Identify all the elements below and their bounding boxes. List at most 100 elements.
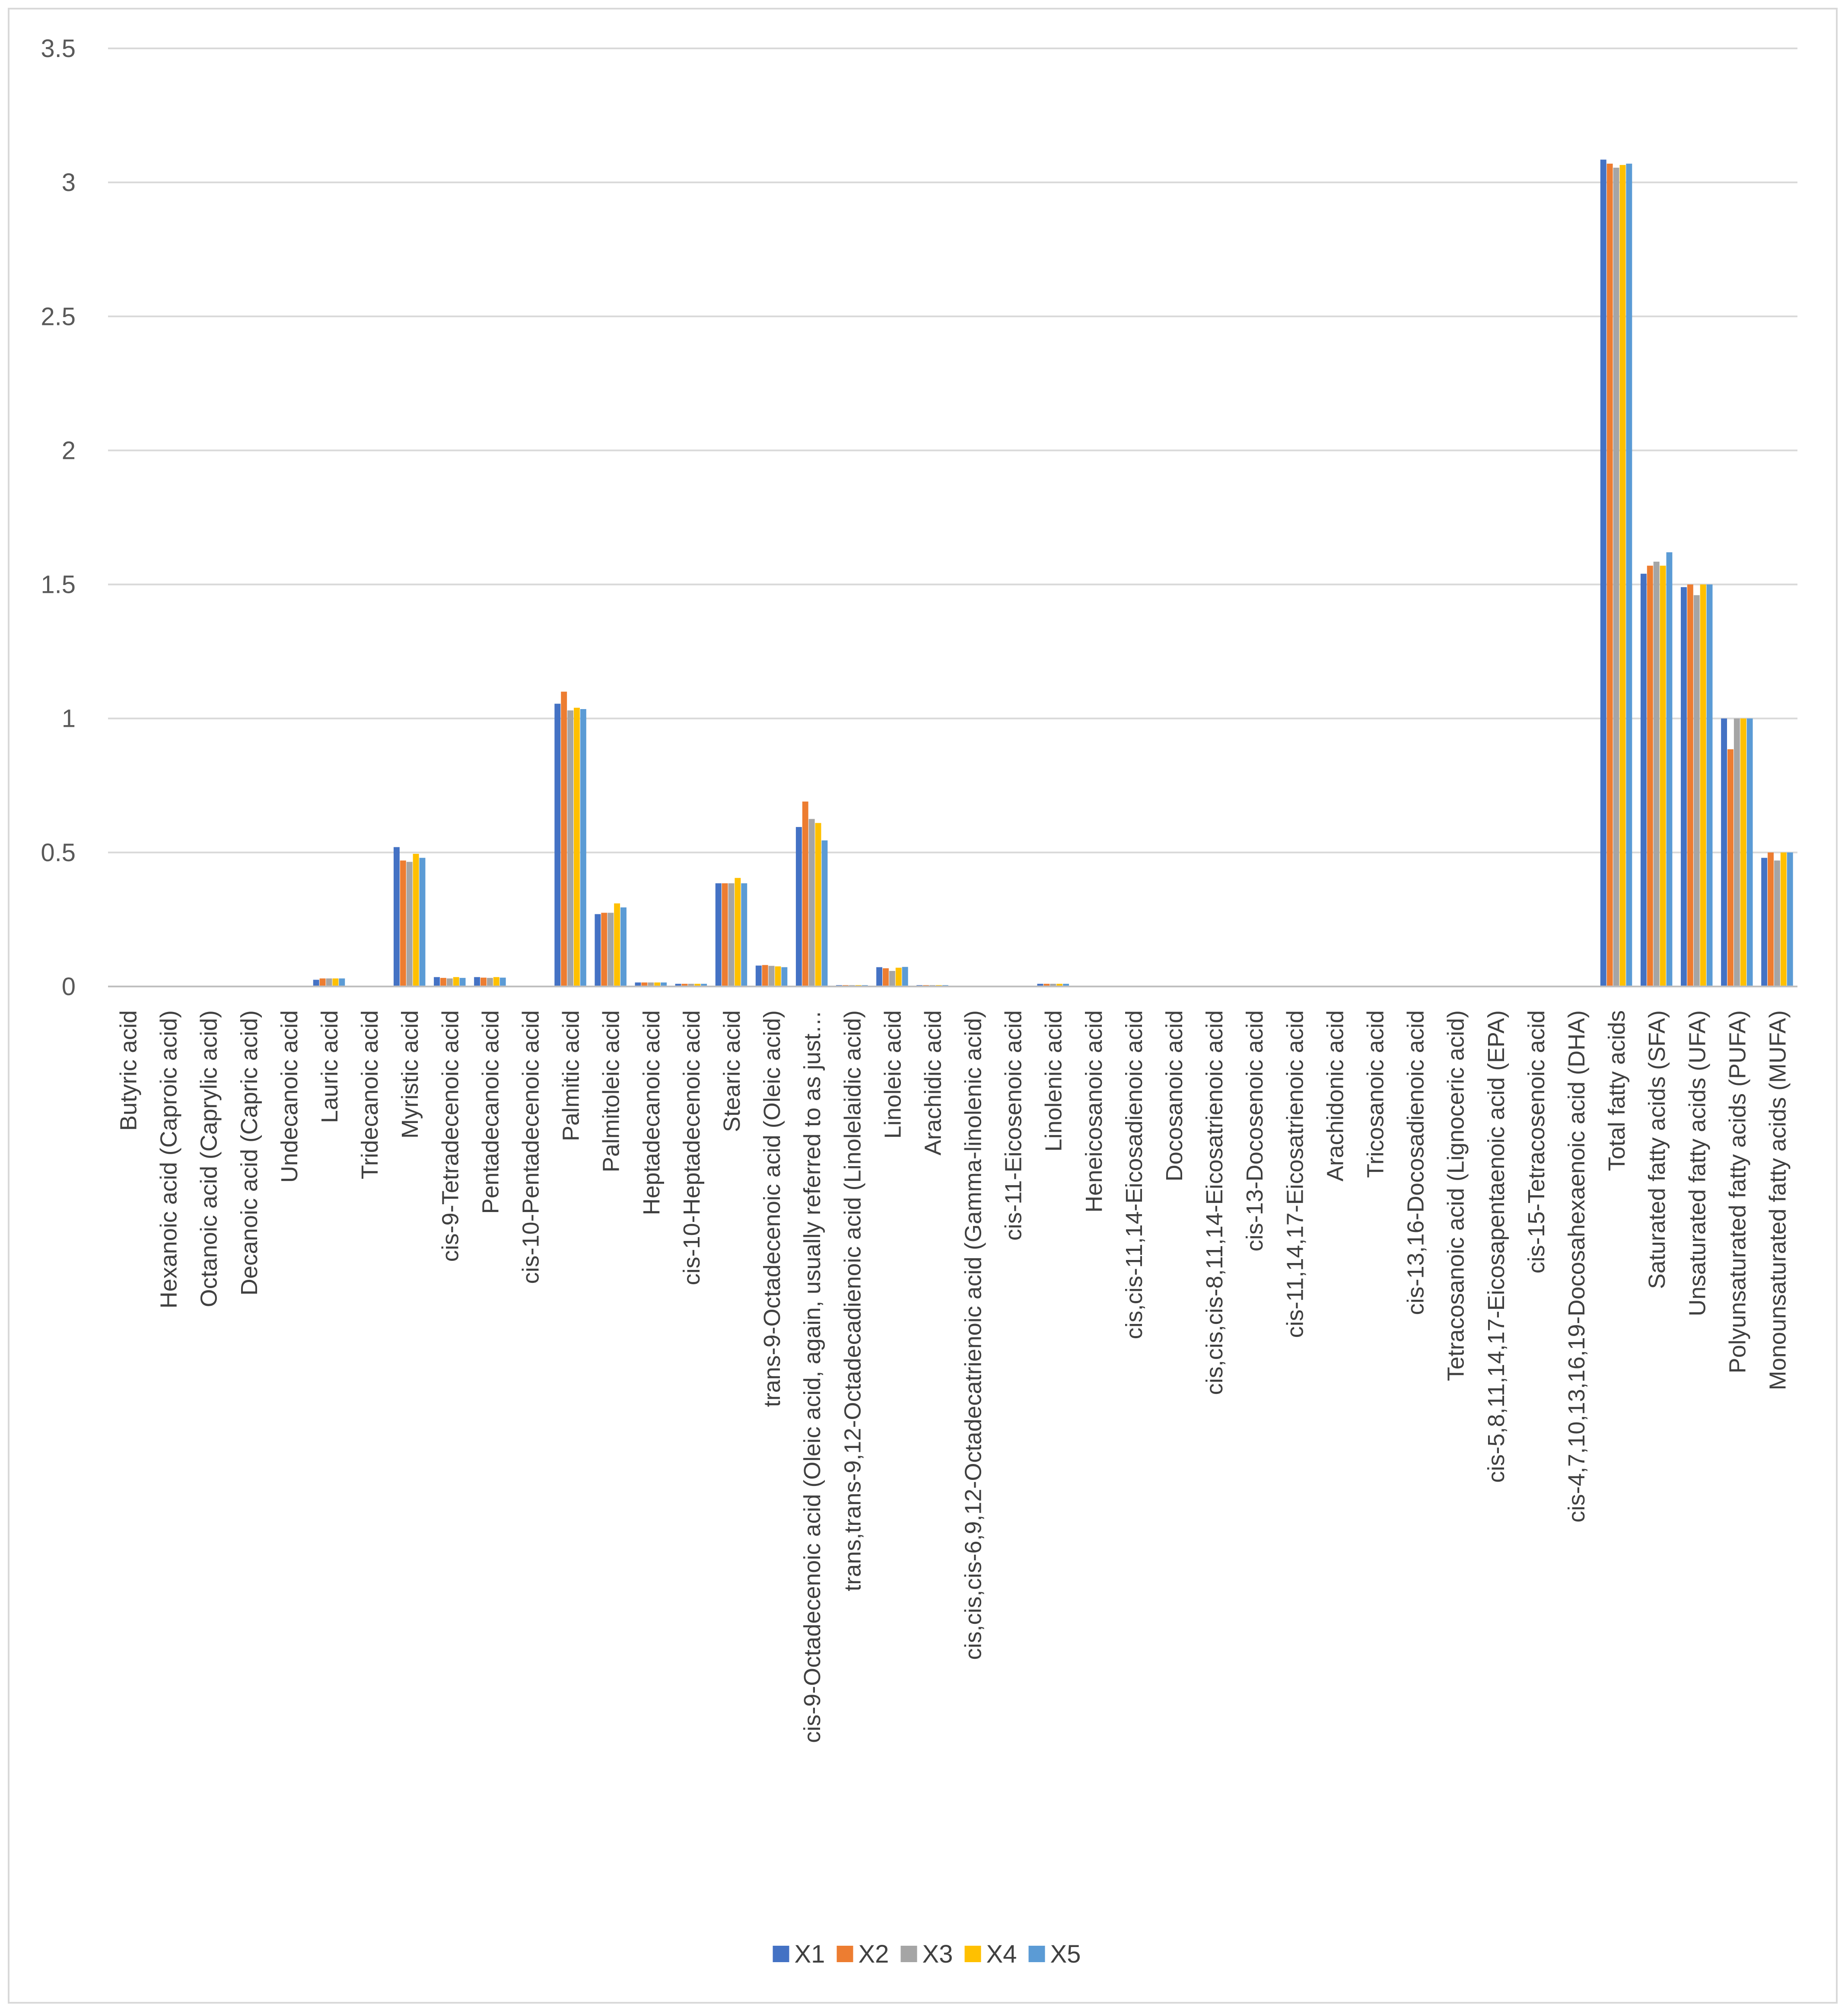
x-tick-label: cis,cis-11,14-Eicosadienoic acid <box>1121 1010 1147 1339</box>
x-tick-label: cis-10-Pentadecenoic acid <box>518 1010 544 1284</box>
bar-x1 <box>1600 159 1606 986</box>
legend-swatch <box>1028 1946 1045 1962</box>
x-tick-label: Stearic acid <box>719 1010 745 1132</box>
bar-x5 <box>1063 983 1069 986</box>
bar-x4 <box>654 982 661 986</box>
legend-item-x2: X2 <box>837 1940 889 1968</box>
bar-x2 <box>722 883 728 986</box>
legend-item-x5: X5 <box>1028 1940 1081 1968</box>
x-tick-label: Lauric acid <box>317 1010 343 1123</box>
bar-x2 <box>1606 163 1613 986</box>
bar-x4 <box>1780 852 1787 986</box>
y-tick-label: 1 <box>62 705 76 733</box>
bar-x3 <box>326 978 332 986</box>
legend-item-x4: X4 <box>964 1940 1017 1968</box>
bar-x4 <box>775 966 781 986</box>
bar-x5 <box>1746 718 1753 986</box>
x-tick-label: Total fatty acids <box>1604 1010 1630 1171</box>
y-tick-label: 1.5 <box>41 571 76 599</box>
bar-x4 <box>815 823 821 986</box>
legend-label: X2 <box>859 1940 889 1968</box>
bar-x5 <box>620 907 627 986</box>
bar-x2 <box>319 978 326 986</box>
x-tick-label: Palmitoleic acid <box>598 1010 624 1172</box>
bar-x3 <box>889 971 895 986</box>
bar-x2 <box>1647 566 1653 986</box>
x-tick-label: Tetracosanoic acid (Lignoceric acid) <box>1443 1010 1469 1381</box>
bar-x4 <box>413 853 419 986</box>
x-tick-label: Linolenic acid <box>1041 1010 1067 1152</box>
bar-x3 <box>808 819 815 986</box>
x-tick-label: cis-5,8,11,14,17-Eicosapentaenoic acid (… <box>1483 1010 1509 1483</box>
bar-x3 <box>1050 983 1056 986</box>
bar-x1 <box>635 982 641 986</box>
legend-swatch <box>773 1946 789 1962</box>
legend-label: X3 <box>922 1940 953 1968</box>
x-tick-label: cis,cis,cis-8,11,14-Eicosatrienoic acid <box>1202 1010 1228 1395</box>
bar-x3 <box>406 862 413 986</box>
x-tick-label: Octanoic acid (Caprylic acid) <box>196 1010 222 1307</box>
bar-x1 <box>795 827 802 986</box>
bar-x5 <box>419 858 426 986</box>
x-tick-label: cis-10-Heptadecenoic acid <box>679 1010 705 1285</box>
bar-x1 <box>876 967 883 986</box>
bar-x4 <box>453 977 459 986</box>
bar-x4 <box>1660 566 1666 986</box>
x-tick-label: Pentadecanoic acid <box>477 1010 503 1214</box>
x-tick-label: Arachidic acid <box>920 1010 946 1155</box>
x-tick-label: Decanoic acid (Capric acid) <box>236 1010 262 1295</box>
x-tick-label: cis-13-Docosenoic acid <box>1242 1010 1268 1251</box>
x-tick-label: Palmitic acid <box>558 1010 584 1141</box>
x-tick-label: Arachidonic acid <box>1322 1010 1348 1181</box>
bar-x5 <box>1787 852 1793 986</box>
bar-x5 <box>902 967 908 986</box>
bar-x2 <box>561 691 567 986</box>
x-tick-label: Myristic acid <box>397 1010 423 1139</box>
bar-x3 <box>608 913 614 986</box>
bar-x5 <box>1706 584 1713 986</box>
bar-x5 <box>339 978 345 986</box>
x-tick-label: Unsaturated fatty acids (UFA) <box>1684 1010 1710 1316</box>
x-tick-label: cis-9-Octadecenoic acid (Oleic acid, aga… <box>799 1010 825 1743</box>
bar-x1 <box>755 965 762 986</box>
y-axis-tick-labels: 0 0.5 1 1.5 2 2.5 3 3.5 <box>41 35 76 1001</box>
bar-x1 <box>474 977 480 986</box>
legend-swatch <box>964 1946 981 1962</box>
bar-x3 <box>1774 860 1780 986</box>
x-tick-label: Tricosanoic acid <box>1363 1010 1389 1178</box>
x-tick-label: Saturated fatty acids (SFA) <box>1644 1010 1670 1289</box>
x-tick-label: Polyunsaturated fatty acids (PUFA) <box>1724 1010 1750 1373</box>
bar-x1 <box>1761 858 1768 986</box>
x-tick-label: Linoleic acid <box>880 1010 906 1139</box>
bar-x2 <box>802 802 808 986</box>
bar-x3 <box>1653 561 1660 986</box>
bar-x1 <box>1037 983 1043 986</box>
bar-x1 <box>1640 573 1647 986</box>
y-tick-label: 0 <box>62 973 76 1001</box>
y-tick-label: 3.5 <box>41 35 76 63</box>
bar-x4 <box>614 903 620 986</box>
x-tick-label: cis-11,14,17-Eicosatrienoic acid <box>1282 1010 1308 1338</box>
bar-x3 <box>728 883 735 986</box>
bar-x4 <box>332 978 339 986</box>
bar-x1 <box>595 914 601 986</box>
bar-x4 <box>694 983 701 986</box>
bar-x2 <box>601 913 608 986</box>
x-tick-label: Heptadecanoic acid <box>639 1010 665 1215</box>
bar-x2 <box>400 860 406 986</box>
legend-label: X4 <box>986 1940 1017 1968</box>
x-tick-label: trans-9-Octadecenoic acid (Oleic acid) <box>759 1010 785 1407</box>
bar-x3 <box>567 710 574 986</box>
bar-x1 <box>675 983 681 986</box>
bar-x1 <box>1681 587 1687 986</box>
legend-swatch <box>837 1946 853 1962</box>
bar-x1 <box>434 977 440 986</box>
bar-x5 <box>459 978 466 986</box>
x-tick-label: cis-13,16-Docosadienoic acid <box>1403 1010 1429 1315</box>
bar-x1 <box>715 883 722 986</box>
bar-x2 <box>1687 584 1693 986</box>
y-tick-label: 2 <box>62 436 76 465</box>
bar-x2 <box>883 968 889 986</box>
x-tick-label: cis-11-Eicosenoic acid <box>1001 1010 1027 1241</box>
